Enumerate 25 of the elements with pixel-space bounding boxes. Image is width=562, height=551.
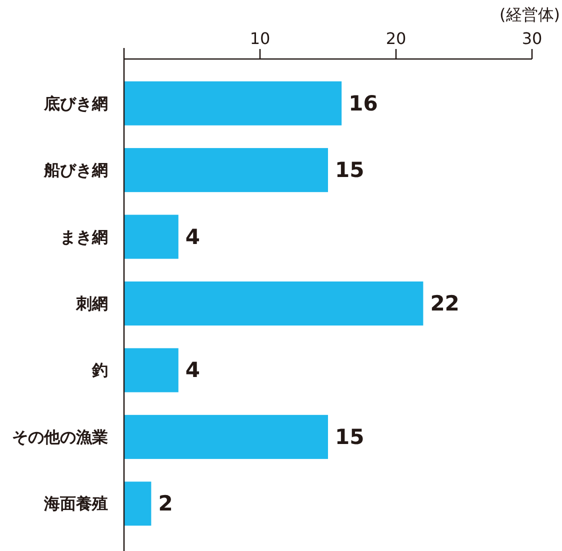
bar — [124, 348, 178, 392]
y-tick-label: 海面養殖 — [43, 494, 108, 514]
y-tick-label: 刺網 — [75, 294, 108, 313]
bar — [124, 281, 424, 326]
y-tick-label: 釣 — [91, 360, 108, 380]
data-label: 4 — [185, 358, 200, 382]
x-axis-title: (経営体) — [500, 5, 560, 24]
x-tick-label: 30 — [522, 29, 542, 48]
bar — [124, 482, 152, 526]
data-label: 22 — [430, 292, 460, 316]
data-label: 15 — [335, 158, 364, 182]
y-tick-label: まき網 — [60, 227, 108, 246]
data-label: 4 — [185, 224, 200, 249]
bar — [124, 81, 342, 126]
bar — [124, 214, 178, 259]
data-label: 15 — [335, 424, 364, 449]
y-tick-label: 底びき網 — [43, 94, 108, 113]
x-tick-label: 20 — [386, 29, 406, 48]
data-label: 2 — [158, 492, 173, 516]
x-tick-label: 10 — [250, 29, 270, 48]
data-label: 16 — [348, 91, 378, 116]
y-tick-label: 船びき網 — [43, 160, 108, 180]
bar — [124, 414, 328, 459]
y-tick-label: その他の漁業 — [12, 427, 108, 446]
bar — [124, 148, 328, 192]
